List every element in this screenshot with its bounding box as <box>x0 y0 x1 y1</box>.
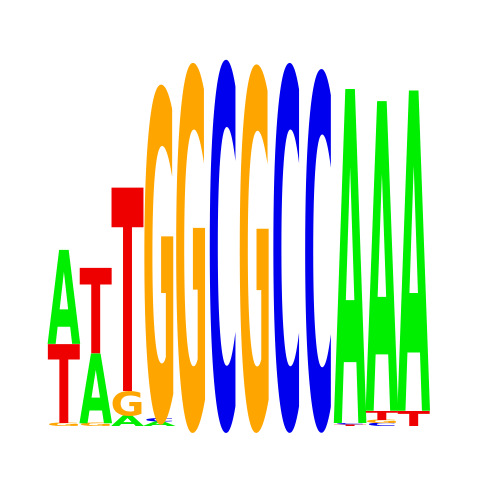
logo-letter-a: A <box>365 18 398 480</box>
logo-letter-t: T <box>48 322 80 449</box>
logo-position-1: GTA <box>47 224 81 448</box>
logo-position-6: C <box>208 0 238 480</box>
logo-position-3: AGT <box>110 133 144 458</box>
logo-letter-c: C <box>208 0 238 480</box>
logo-position-5: G <box>174 0 208 480</box>
logo-letter-g: G <box>110 384 144 423</box>
logo-letter-t: T <box>397 407 429 431</box>
logo-letter-g: G <box>238 0 272 480</box>
logo-letter-a: A <box>111 412 144 429</box>
logo-position-2: GAT <box>79 244 113 446</box>
logo-letter-g: G <box>79 422 113 427</box>
logo-letter-a: A <box>397 3 430 480</box>
logo-letter-g: G <box>47 422 81 427</box>
logo-letter-g: G <box>142 3 176 480</box>
logo-letter-g: G <box>365 419 399 424</box>
logo-position-4: ACG <box>142 3 176 480</box>
logo-position-9: C <box>303 0 333 480</box>
logo-letter-c: C <box>335 423 365 425</box>
logo-letter-t: T <box>334 424 366 426</box>
logo-position-10: TCA <box>334 0 367 480</box>
logo-letter-a: A <box>79 335 112 446</box>
logo-letter-t: T <box>111 133 143 458</box>
logo-letter-g: G <box>174 0 208 480</box>
logo-letter-c: C <box>367 422 397 427</box>
logo-letter-a: A <box>143 420 177 427</box>
logo-letter-c: C <box>271 0 301 480</box>
logo-letter-c: C <box>303 0 333 480</box>
logo-position-12: TA <box>397 3 430 480</box>
logo-letter-a: A <box>334 0 367 480</box>
logo-position-8: C <box>271 0 301 480</box>
logo-letter-a: A <box>47 224 80 374</box>
logo-letter-c: C <box>144 418 174 423</box>
logo-letter-t: T <box>79 244 112 380</box>
logo-letter-t: T <box>366 409 399 423</box>
logo-position-7: G <box>238 0 272 480</box>
